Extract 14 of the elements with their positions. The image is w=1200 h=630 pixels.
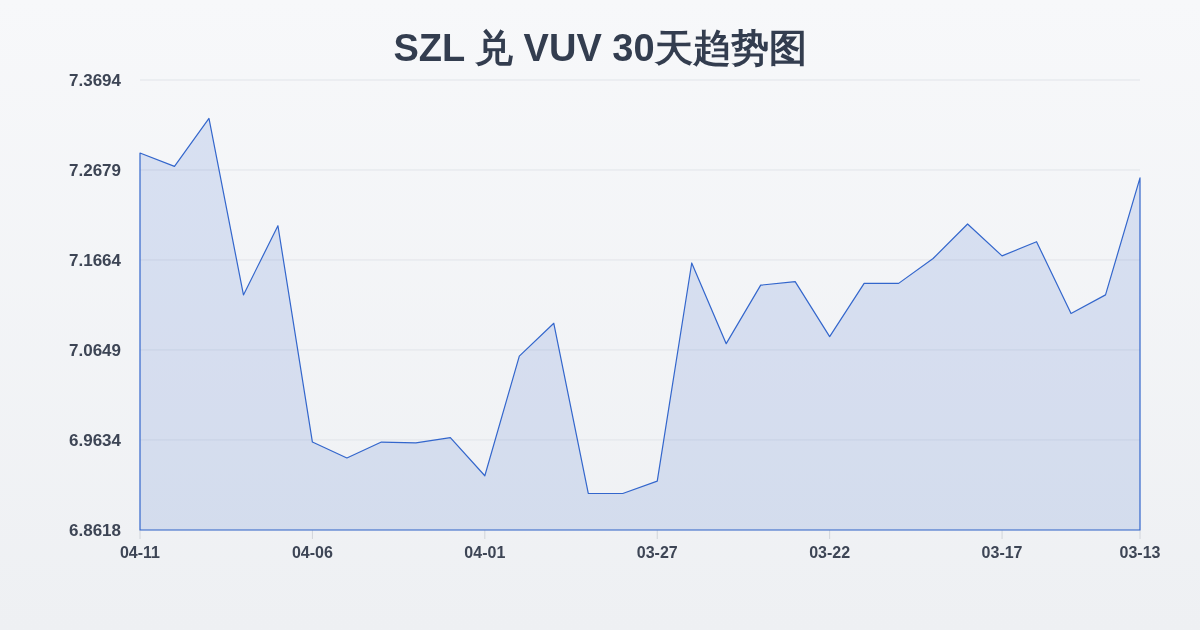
x-tick-label: 04-06 [291,544,333,561]
y-tick-label: 7.1664 [69,250,122,270]
y-tick-label: 7.0649 [69,340,121,360]
y-tick-label: 7.2679 [69,160,121,180]
x-tick-label: 03-13 [1119,544,1161,561]
y-tick-label: 7.3694 [69,71,122,90]
title: SZL 兑 VUV 30天趋势图 [393,27,807,69]
x-tick-label: 03-17 [981,544,1023,561]
y-tick-label: 6.8618 [69,521,121,540]
x-tick-label: 03-27 [636,544,678,561]
x-tick-label: 03-22 [809,544,851,561]
x-tick-label: 04-11 [119,544,161,561]
x-tick-label: 04-01 [464,544,506,561]
y-tick-label: 6.9634 [69,430,122,450]
